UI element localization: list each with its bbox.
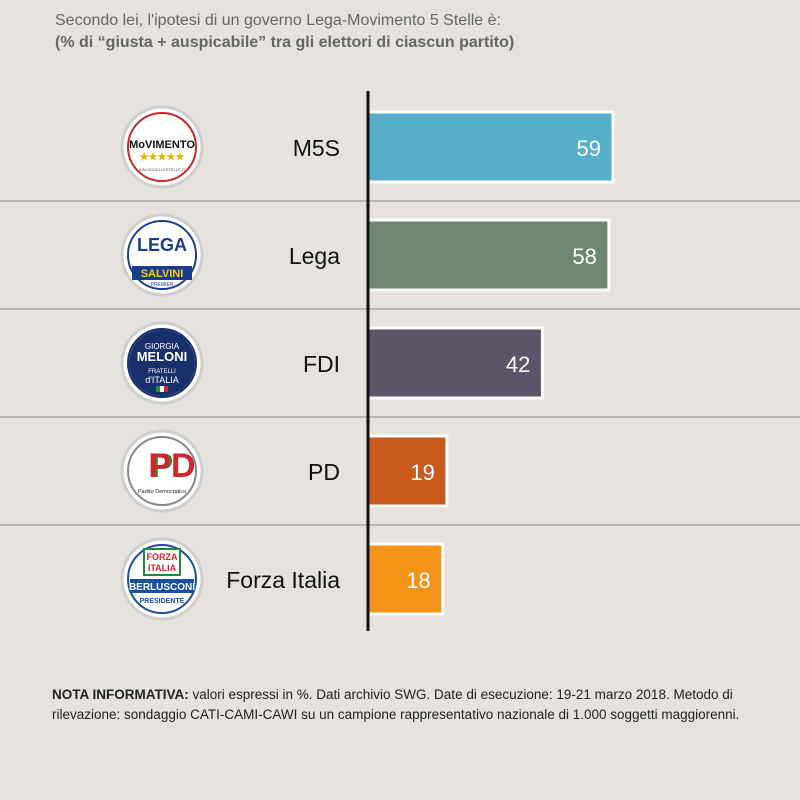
- flag-red: [164, 386, 168, 392]
- chart-title: Secondo lei, l'ipotesi di un governo Leg…: [55, 12, 501, 29]
- data-label: 19: [410, 460, 434, 485]
- logo-ring: [127, 112, 197, 182]
- logo-text: BERLUSCONI: [129, 582, 195, 593]
- logo-fill: [129, 330, 195, 396]
- logo-text: ILBLOGDELLESTELLE.IT: [139, 167, 186, 172]
- logo-ring: [127, 436, 197, 506]
- methodology-note: NOTA INFORMATIVA: valori espressi in %. …: [52, 685, 772, 725]
- logo-text: P: [151, 447, 174, 485]
- category-label: PD: [308, 459, 340, 485]
- logo-text: PD: [148, 447, 195, 485]
- logo-text: ITALIA: [148, 563, 177, 573]
- logo-ring: [127, 328, 197, 398]
- m5s-logo: [120, 105, 204, 189]
- logo-text: GIORGIA: [145, 342, 180, 351]
- logo-band: [132, 266, 192, 280]
- logo-text: FRATELLI: [148, 369, 176, 375]
- logo-text: LEGA: [137, 235, 187, 255]
- data-label: 42: [506, 352, 530, 377]
- logo-text: FORZA: [147, 552, 178, 562]
- data-label: 59: [577, 136, 601, 161]
- logo-ring: [127, 220, 197, 290]
- chart-subtitle: (% di “giusta + auspicabile” tra gli ele…: [55, 34, 515, 51]
- logo-flag: [143, 548, 181, 576]
- note-text: valori espressi in %. Dati archivio SWG.…: [52, 687, 740, 722]
- logo-band: [130, 579, 194, 593]
- category-label: FDI: [303, 351, 340, 377]
- logo-text: d'ITALIA: [145, 375, 179, 385]
- logo-text: MELONI: [137, 349, 188, 364]
- bar-forza-italia: [366, 542, 445, 616]
- bar-pd: [366, 434, 449, 508]
- flag-green: [156, 386, 160, 392]
- logo-text: PRESIDENTE: [140, 598, 185, 605]
- logo-text: ★★★★★: [140, 152, 185, 163]
- bar-fdi: [366, 326, 544, 400]
- bar-chart: 59 M5S MoVIMENTO★★★★★ ILBLOGDELLESTELLE.IT 5…: [0, 91, 800, 631]
- data-label: 18: [406, 568, 430, 593]
- category-label: Forza Italia: [226, 567, 340, 593]
- logo-text: PREMIER: [151, 282, 174, 288]
- flag-white: [160, 386, 164, 392]
- data-label: 58: [572, 244, 596, 269]
- logo-text: MoVIMENTO: [129, 139, 195, 151]
- category-label: Lega: [289, 243, 340, 269]
- logo-text: Partito Democratico: [138, 489, 186, 495]
- bar-m5s: [366, 110, 615, 184]
- logo-ring: [127, 544, 197, 614]
- logo-text: SALVINI: [141, 268, 184, 280]
- note-label: NOTA INFORMATIVA:: [52, 687, 189, 702]
- pd-logo: [120, 429, 204, 513]
- category-label: M5S: [293, 135, 340, 161]
- bar-lega: [366, 218, 611, 292]
